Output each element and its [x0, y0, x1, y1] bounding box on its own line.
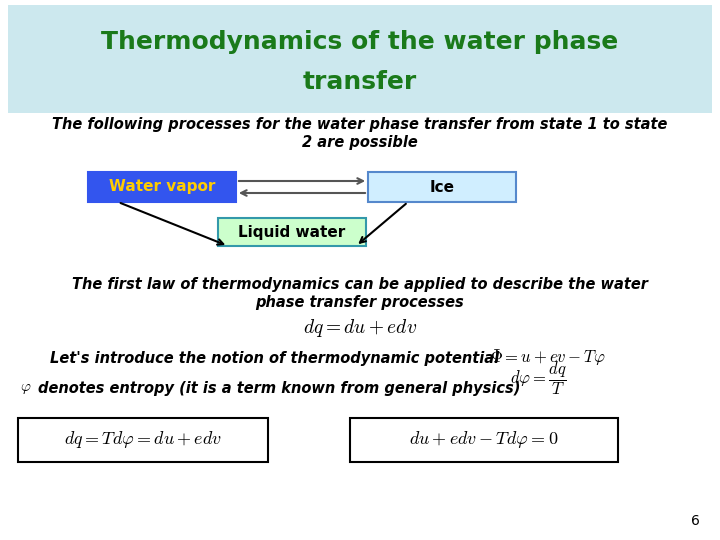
FancyBboxPatch shape [218, 218, 366, 246]
Text: Let's introduce the notion of thermodynamic potential: Let's introduce the notion of thermodyna… [50, 350, 499, 366]
FancyBboxPatch shape [8, 5, 712, 113]
Text: $d\varphi = \dfrac{dq}{T}$: $d\varphi = \dfrac{dq}{T}$ [510, 360, 567, 396]
Text: $du + edv - Td\varphi = 0$: $du + edv - Td\varphi = 0$ [409, 429, 559, 450]
Text: phase transfer processes: phase transfer processes [256, 294, 464, 309]
Text: 2 are possible: 2 are possible [302, 134, 418, 150]
Text: Liquid water: Liquid water [238, 225, 346, 240]
Text: Ice: Ice [430, 179, 454, 194]
Text: The following processes for the water phase transfer from state 1 to state: The following processes for the water ph… [53, 118, 667, 132]
FancyBboxPatch shape [18, 418, 268, 462]
Text: The first law of thermodynamics can be applied to describe the water: The first law of thermodynamics can be a… [72, 278, 648, 293]
Text: $\varphi$: $\varphi$ [20, 381, 32, 395]
Text: $dq = du + edv$: $dq = du + edv$ [303, 317, 417, 339]
FancyBboxPatch shape [368, 172, 516, 202]
Text: denotes entropy (it is a term known from general physics): denotes entropy (it is a term known from… [38, 381, 521, 395]
Text: Water vapor: Water vapor [109, 179, 215, 194]
Text: Thermodynamics of the water phase: Thermodynamics of the water phase [102, 30, 618, 54]
Text: $\Phi = u + ev - T\varphi$: $\Phi = u + ev - T\varphi$ [490, 347, 606, 367]
FancyBboxPatch shape [350, 418, 618, 462]
Text: 6: 6 [691, 514, 700, 528]
Text: $dq = Td\varphi = du + edv$: $dq = Td\varphi = du + edv$ [64, 429, 222, 450]
Text: transfer: transfer [303, 70, 417, 94]
FancyBboxPatch shape [88, 172, 236, 202]
